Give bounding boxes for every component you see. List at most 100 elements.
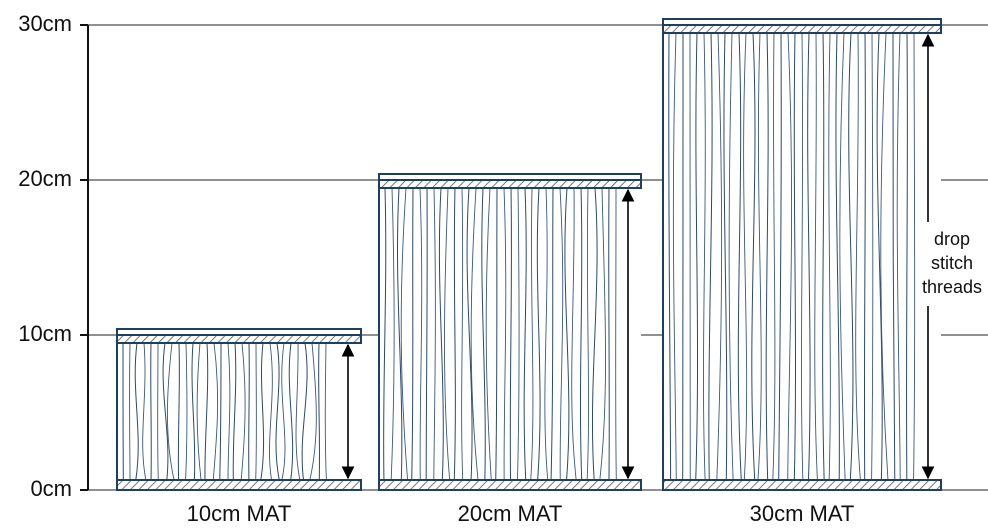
thread [848,32,854,481]
thread [269,342,273,481]
thread [579,187,583,481]
thread [550,187,554,481]
thread [668,32,672,481]
top-plate-hatch [116,334,362,344]
thread [743,32,748,481]
thread [485,187,492,481]
thread [723,32,728,481]
thread [196,342,202,481]
mat-label: 30cm MAT [750,501,855,526]
thread [672,32,677,481]
thread [438,187,444,481]
thread [419,187,423,481]
thread [708,32,713,481]
thread [892,32,896,481]
top-plate-hatch [662,24,942,34]
thread [509,187,512,481]
thread [466,187,473,481]
thread [835,32,840,481]
thread [778,32,782,481]
thread [260,342,265,481]
thread [150,342,152,481]
thread [906,32,908,481]
thread [481,187,486,481]
thread [772,32,776,481]
thread [240,342,246,481]
thread [695,32,699,481]
thread [275,342,280,481]
mat-body [117,329,361,490]
thread [793,32,797,481]
thread [232,342,237,481]
thread [227,342,231,481]
thread [863,32,866,481]
thread [390,187,395,481]
tick-label: 30cm [18,11,72,36]
mat-label: 10cm MAT [187,501,292,526]
annotation: stitch [931,253,973,273]
thread [591,187,598,481]
tick-label: 0cm [30,476,72,501]
thread [564,187,570,481]
thread [787,32,793,481]
thread [444,187,451,481]
thread [814,32,818,481]
thread [536,187,541,481]
thread [191,342,196,481]
thread [608,187,610,481]
thread [828,32,831,481]
thread [318,342,320,481]
thread [599,187,606,481]
thread [295,342,301,481]
thread [301,342,308,481]
thread [212,342,219,481]
thread [913,32,916,481]
thread [523,187,527,481]
tick-label: 20cm [18,166,72,191]
thread [703,32,706,481]
top-plate-hatch [378,179,642,189]
thread [571,187,577,481]
thread [880,32,889,481]
thread [716,32,723,481]
thread [503,187,507,481]
thread [219,342,222,481]
thread [425,187,428,481]
tick-label: 10cm [18,321,72,346]
thread [855,32,861,481]
thread [896,32,901,481]
thread [544,187,549,481]
thread [470,187,479,481]
thread [383,187,387,481]
thread [839,32,846,481]
thread [757,32,762,481]
thread [530,187,534,481]
thread [765,32,769,481]
thread [281,342,286,481]
bottom-plate [378,479,642,491]
thread [162,342,169,481]
thread [461,187,464,481]
thread [495,187,498,481]
thread [142,342,147,481]
thread [559,187,564,481]
thread [737,32,742,481]
annotation: drop [934,229,970,249]
thread [586,187,589,481]
thread [255,342,257,481]
bottom-plate [662,479,942,491]
thread [433,187,436,481]
mat-label: 20cm MAT [458,501,563,526]
thread [453,187,456,481]
thread [248,342,250,481]
thread [157,342,159,481]
thread [871,32,874,481]
thread [397,187,403,481]
thread [822,32,825,481]
bottom-plate [116,479,362,491]
thread [615,187,617,481]
thread [204,342,209,481]
annotation: threads [922,277,982,297]
thread [177,342,180,481]
